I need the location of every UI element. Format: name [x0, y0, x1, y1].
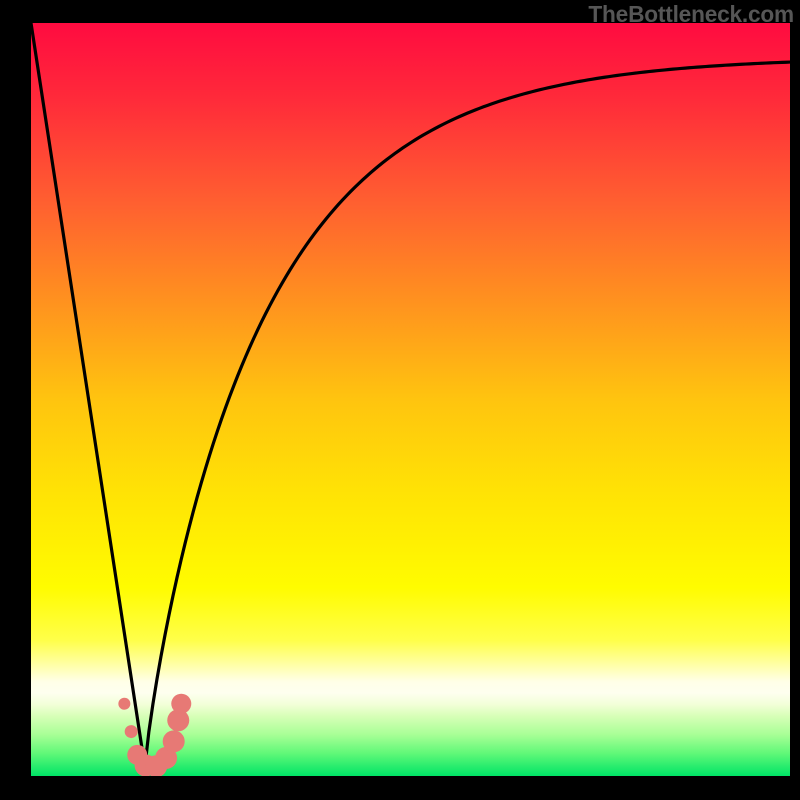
marker-dot [163, 730, 185, 752]
source-watermark: TheBottleneck.com [588, 1, 794, 28]
marker-dot [118, 698, 130, 710]
plot-frame [0, 0, 800, 800]
bottleneck-curve [31, 23, 790, 767]
marker-dot [125, 725, 138, 738]
curve-overlay [31, 23, 790, 776]
marker-cluster [118, 694, 191, 776]
marker-dot [171, 694, 191, 714]
